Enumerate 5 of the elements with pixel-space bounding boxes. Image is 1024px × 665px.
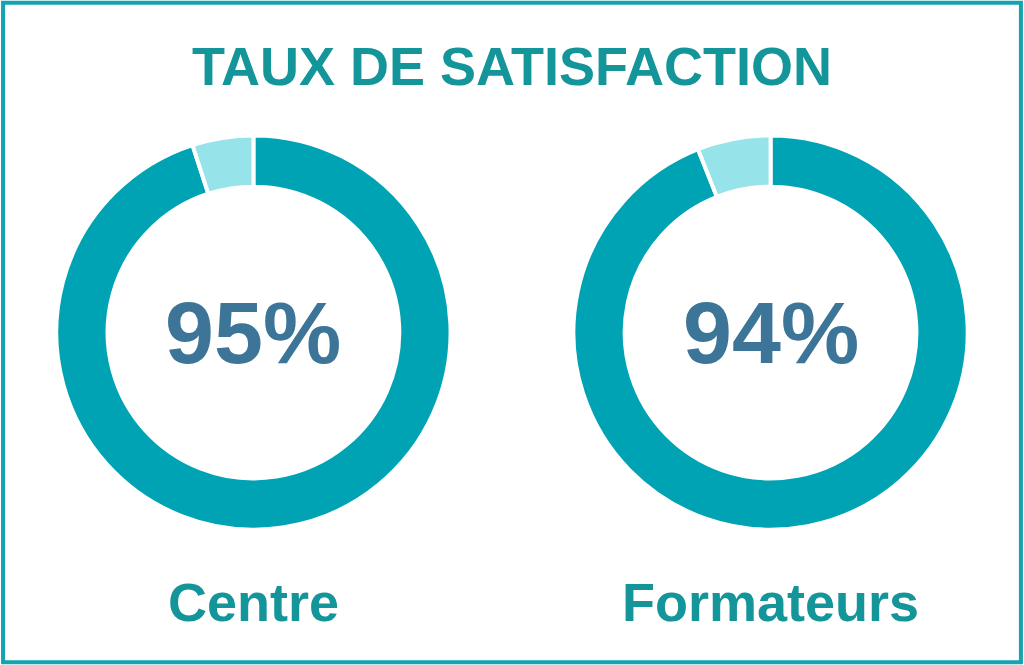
chart-title: TAUX DE SATISFACTION <box>191 36 833 97</box>
text: 94% <box>683 283 860 382</box>
text: 95% <box>165 283 342 382</box>
text: Formateurs <box>622 572 920 632</box>
text: Centre <box>168 572 340 632</box>
